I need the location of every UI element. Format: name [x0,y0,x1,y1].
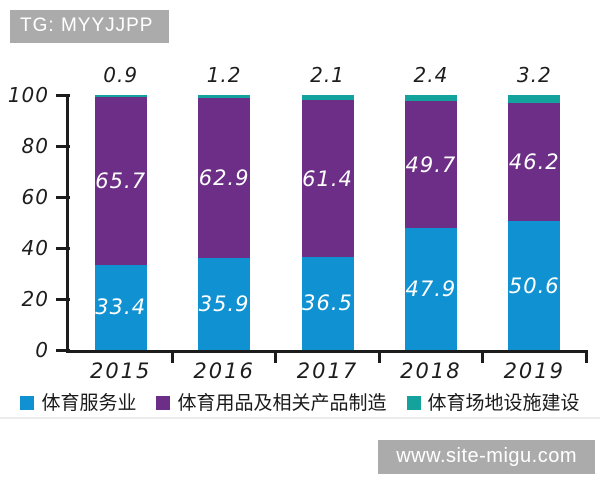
x-axis-tick [170,350,174,363]
y-axis-tick-label: 80 [21,134,49,158]
x-axis-category-label: 2017 [296,359,359,383]
bar-segment-体育场地设施建设-2018 [404,95,457,102]
bar-top-value-label: 1.2 [206,63,242,87]
legend-swatch [156,396,171,410]
legend-label: 体育服务业 [41,392,137,414]
bar-segment-体育用品及相关产品制造-2016 [198,98,251,259]
x-axis-tick [377,350,381,363]
bar-segment-体育服务业-2017 [301,256,354,350]
divider-line [0,417,600,419]
legend-swatch [20,396,35,410]
y-axis-tick [56,246,70,250]
y-axis-tick [56,195,70,199]
x-axis-tick [274,350,278,363]
bar-value-label: 61.4 [302,166,353,191]
y-axis-tick-label: 0 [35,338,49,362]
bar-value-label: 62.9 [198,166,250,191]
y-axis-tick [56,144,70,148]
bar-value-label: 35.9 [198,292,250,317]
legend-item: 体育用品及相关产品制造 [156,392,387,414]
legend-swatch [406,396,421,410]
bar-segment-体育用品及相关产品制造-2015 [94,97,147,265]
bar-segment-体育场地设施建设-2015 [94,95,147,98]
source-tag-badge: TG: MYYJJPP [10,10,170,43]
bar-segment-体育场地设施建设-2017 [301,95,354,101]
chart-legend: 体育服务业 体育用品及相关产品制造 体育场地设施建设 [0,392,600,414]
bar-segment-体育用品及相关产品制造-2018 [404,101,457,228]
legend-label: 体育用品及相关产品制造 [177,392,387,414]
y-axis-tick-label: 40 [21,236,49,260]
bar-top-value-label: 2.4 [413,63,449,87]
bar-top-value-label: 2.1 [310,63,345,87]
y-axis-tick-label: 100 [7,83,49,107]
bar-top-value-label: 3.2 [516,63,552,87]
bar-value-label: 50.6 [508,273,560,298]
x-axis-category-label: 2015 [89,359,152,383]
x-axis-tick [481,350,485,363]
y-axis-tick-label: 60 [21,185,49,209]
bar-segment-体育用品及相关产品制造-2017 [301,100,354,257]
y-axis-tick [56,348,70,352]
watermark: www.site-migu.com [378,440,595,474]
bar-value-label: 65.7 [95,169,147,194]
bar-value-label: 46.2 [508,150,560,175]
y-axis-tick [56,297,70,301]
x-axis-category-label: 2019 [503,359,566,383]
x-axis-tick [584,350,588,363]
bar-segment-体育场地设施建设-2016 [198,95,251,99]
legend-item: 体育场地设施建设 [406,392,580,414]
y-axis-tick-label: 20 [21,287,49,311]
bar-segment-体育场地设施建设-2019 [508,95,561,104]
y-axis-tick [56,93,70,97]
bar-segment-体育服务业-2018 [404,227,457,350]
bar-segment-体育服务业-2019 [508,220,561,350]
legend-label: 体育场地设施建设 [427,392,580,414]
bar-segment-体育服务业-2016 [198,258,251,350]
bar-value-label: 49.7 [405,152,457,177]
legend-item: 体育服务业 [20,392,136,414]
x-axis-category-label: 2016 [193,359,255,383]
plot-area: 0 20 40 60 80 100 33.4 65.7 0.9 2015 35.9 62.9 1.2 20… [8,63,588,383]
bar-value-label: 36.5 [302,291,353,316]
bar-top-value-label: 0.9 [103,63,139,87]
bar-segment-体育用品及相关产品制造-2019 [508,103,561,221]
x-axis-category-label: 2018 [400,359,462,383]
bar-segment-体育服务业-2015 [94,264,147,350]
bar-value-label: 47.9 [405,276,457,301]
bar-value-label: 33.4 [95,295,147,320]
